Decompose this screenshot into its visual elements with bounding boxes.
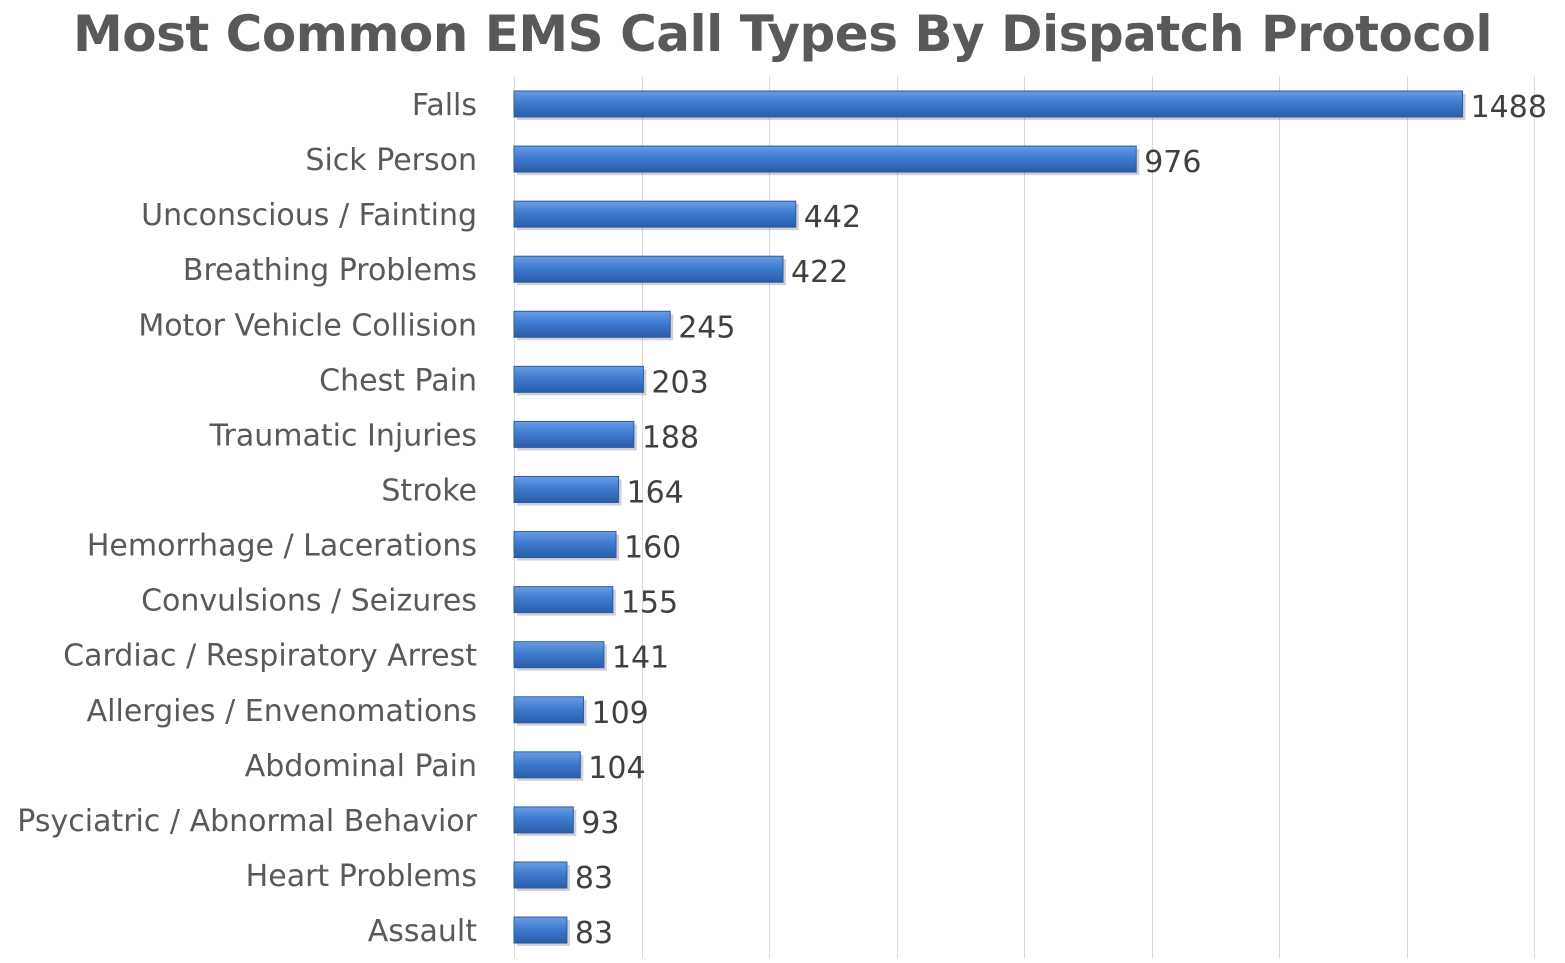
- data-label: 155: [621, 586, 678, 621]
- category-label: Allergies / Envenomations: [87, 694, 477, 729]
- data-label: 1488: [1471, 90, 1547, 125]
- category-label: Chest Pain: [319, 363, 477, 398]
- category-label: Traumatic Injuries: [209, 418, 477, 453]
- bar[interactable]: [513, 90, 1464, 118]
- category-label: Psyciatric / Abnormal Behavior: [17, 804, 477, 839]
- category-label: Sick Person: [305, 143, 477, 178]
- category-labels: Falls Sick Person Unconscious / Fainting Br…: [17, 88, 477, 949]
- data-label: 141: [612, 641, 669, 676]
- category-label: Heart Problems: [246, 859, 477, 894]
- data-label: 160: [624, 531, 681, 566]
- data-label: 422: [791, 255, 848, 290]
- data-label: 93: [581, 806, 619, 841]
- bar[interactable]: [513, 200, 797, 228]
- bar[interactable]: [513, 751, 581, 779]
- bar[interactable]: [513, 806, 574, 834]
- chart-title: Most Common EMS Call Types By Dispatch P…: [73, 5, 1492, 63]
- bars: [513, 90, 1466, 947]
- data-label: 245: [678, 310, 735, 345]
- bar[interactable]: [513, 641, 605, 669]
- category-label: Falls: [412, 88, 477, 123]
- bar[interactable]: [513, 365, 644, 393]
- category-label: Assault: [368, 914, 478, 949]
- category-label: Unconscious / Fainting: [141, 198, 477, 233]
- bar[interactable]: [513, 531, 617, 559]
- data-label: 83: [575, 916, 613, 951]
- data-label: 83: [575, 861, 613, 896]
- category-label: Cardiac / Respiratory Arrest: [63, 639, 477, 674]
- data-label: 164: [627, 475, 684, 510]
- data-label: 976: [1144, 145, 1201, 180]
- bar[interactable]: [513, 420, 635, 448]
- bar[interactable]: [513, 475, 620, 503]
- bar[interactable]: [513, 696, 584, 724]
- category-label: Abdominal Pain: [245, 749, 477, 784]
- data-label: 109: [591, 696, 648, 731]
- category-label: Breathing Problems: [183, 253, 477, 288]
- data-label: 442: [804, 200, 861, 235]
- category-label: Motor Vehicle Collision: [138, 308, 477, 343]
- bar[interactable]: [513, 310, 671, 338]
- bar[interactable]: [513, 255, 784, 283]
- data-labels: 1488 976 442 422 245 203 188 164 160 155 141 109 104…: [575, 90, 1547, 951]
- bar[interactable]: [513, 586, 614, 614]
- category-label: Hemorrhage / Lacerations: [87, 529, 477, 564]
- data-label: 203: [651, 365, 708, 400]
- category-label: Convulsions / Seizures: [141, 584, 477, 619]
- bar[interactable]: [513, 916, 568, 944]
- bar[interactable]: [513, 145, 1137, 173]
- data-label: 188: [642, 420, 699, 455]
- category-label: Stroke: [381, 473, 477, 508]
- data-label: 104: [588, 751, 645, 786]
- bar[interactable]: [513, 861, 568, 889]
